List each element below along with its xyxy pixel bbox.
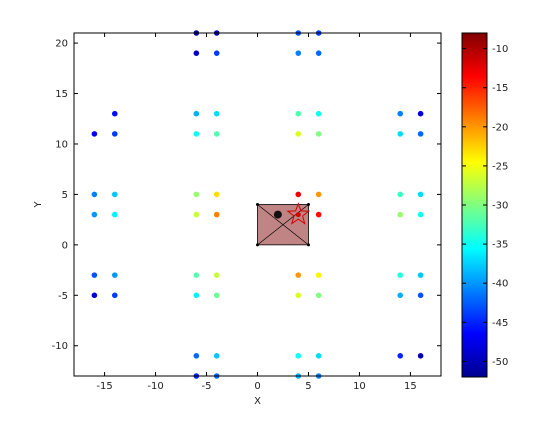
data-point-25 <box>193 191 200 198</box>
data-point-39 <box>417 211 424 218</box>
data-point-38 <box>397 211 404 218</box>
colorbar-tick-label-7: -45 <box>492 318 508 329</box>
data-point-19 <box>295 131 302 137</box>
data-point-17 <box>193 131 200 137</box>
data-point-29 <box>397 191 404 198</box>
y-tick-label-2: 0 <box>62 240 68 251</box>
data-point-9 <box>193 110 200 117</box>
data-point-49 <box>111 292 118 299</box>
data-point-26 <box>213 191 220 198</box>
data-point-41 <box>111 272 118 278</box>
y-axis-ticks: -10 -5 0 5 10 15 20 <box>52 39 441 352</box>
data-point-56 <box>193 353 200 359</box>
x-tick-label-2: -5 <box>202 381 212 392</box>
data-point-34 <box>213 211 220 218</box>
data-point-4 <box>193 50 200 56</box>
colorbar-tick-label-8: -50 <box>492 357 508 368</box>
y-tick-label-0: -10 <box>52 341 68 352</box>
black-point <box>273 210 282 219</box>
rectangle-corner-0 <box>256 203 259 206</box>
data-point-40 <box>91 272 98 278</box>
colorbar-tick-label-3: -25 <box>492 161 508 172</box>
x-tick-label-0: -15 <box>96 381 112 392</box>
star-center-point <box>295 212 301 218</box>
data-point-37 <box>315 211 322 218</box>
data-point-57 <box>213 353 220 359</box>
colorbar-tick-label-5: -35 <box>492 240 508 251</box>
y-axis-label: Y <box>33 201 44 209</box>
data-point-55 <box>417 292 424 299</box>
data-point-45 <box>315 272 322 278</box>
data-point-6 <box>295 50 302 56</box>
data-point-13 <box>397 110 404 117</box>
data-point-54 <box>397 292 404 299</box>
data-point-32 <box>111 211 118 218</box>
data-point-52 <box>295 292 302 299</box>
colorbar <box>461 32 488 378</box>
data-point-44 <box>295 272 302 278</box>
data-point-61 <box>417 353 424 359</box>
data-point-59 <box>315 353 322 359</box>
data-point-20 <box>315 131 322 137</box>
data-point-60 <box>397 353 404 359</box>
data-point-27 <box>295 191 302 198</box>
data-point-53 <box>315 292 322 299</box>
data-point-12 <box>315 110 322 117</box>
data-point-7 <box>315 50 322 56</box>
data-point-31 <box>91 211 98 218</box>
rectangle-corner-1 <box>306 203 310 206</box>
data-point-21 <box>397 131 404 137</box>
data-point-11 <box>295 110 302 117</box>
x-tick-label-4: 5 <box>305 381 311 392</box>
colorbar-tick-label-0: -10 <box>492 44 508 55</box>
data-point-16 <box>111 131 118 137</box>
y-tick-label-4: 10 <box>55 139 68 150</box>
data-point-46 <box>397 272 404 278</box>
data-point-5 <box>213 50 220 56</box>
data-point-15 <box>91 131 98 137</box>
data-point-18 <box>213 131 220 137</box>
data-point-48 <box>91 292 98 299</box>
data-point-58 <box>295 353 302 359</box>
data-point-28 <box>315 191 322 198</box>
star-marker <box>286 202 311 225</box>
data-point-10 <box>213 110 220 117</box>
x-axis-label: X <box>254 396 261 407</box>
data-point-14 <box>417 110 424 117</box>
colorbar-tick-label-2: -20 <box>492 122 508 133</box>
rectangle-corner-2 <box>256 243 259 247</box>
colorbar-tick-label-6: -40 <box>492 279 508 290</box>
data-point-51 <box>213 292 220 299</box>
data-point-23 <box>91 191 98 198</box>
data-point-22 <box>417 131 424 137</box>
x-tick-label-5: 10 <box>353 381 366 392</box>
data-point-50 <box>193 292 200 299</box>
colorbar-ticks: -10 -15 -20 -25 -30 -35 -40 -45 -50 <box>462 44 508 368</box>
rectangle-diagonal-2 <box>257 204 309 246</box>
x-axis-ticks: -15 -10 -5 0 5 10 15 <box>96 33 417 392</box>
data-point-24 <box>111 191 118 198</box>
y-tick-label-6: 20 <box>55 39 68 50</box>
y-tick-label-1: -5 <box>58 291 68 302</box>
x-tick-label-6: 15 <box>404 381 417 392</box>
data-point-33 <box>193 211 200 218</box>
overlay-shapes <box>256 202 311 247</box>
data-point-8 <box>111 110 118 117</box>
colorbar-tick-label-4: -30 <box>492 201 508 212</box>
data-point-43 <box>213 272 220 278</box>
rectangle-corner-3 <box>306 243 310 247</box>
y-tick-label-5: 15 <box>55 89 68 100</box>
x-tick-label-1: -10 <box>147 381 163 392</box>
colorbar-tick-label-1: -15 <box>492 83 508 94</box>
data-point-30 <box>417 191 424 198</box>
x-tick-label-3: 0 <box>254 381 260 392</box>
y-tick-label-3: 5 <box>62 190 68 201</box>
data-point-42 <box>193 272 200 278</box>
data-point-47 <box>417 272 424 278</box>
